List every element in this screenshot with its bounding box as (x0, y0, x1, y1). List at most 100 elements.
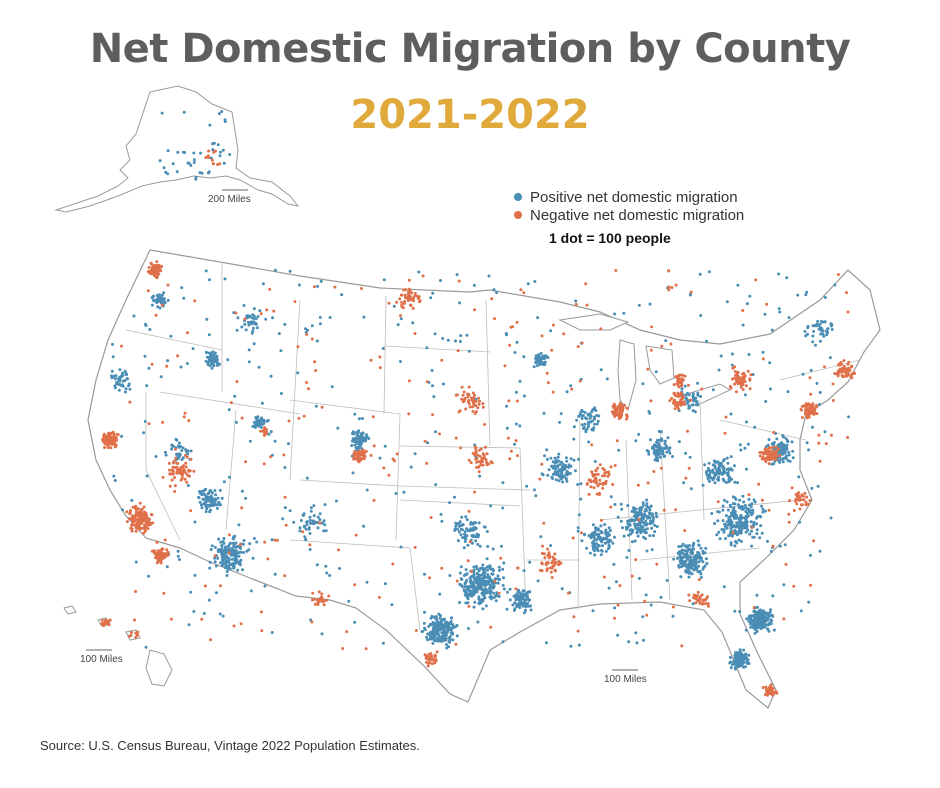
negative-dot (160, 547, 164, 551)
positive-dot (730, 468, 734, 472)
negative-dot (545, 569, 549, 573)
positive-dot (650, 548, 654, 552)
positive-dot (325, 571, 329, 575)
positive-dot (441, 617, 445, 621)
positive-dot (621, 526, 624, 530)
negative-dot (360, 453, 364, 457)
positive-dot (134, 560, 138, 564)
positive-dot (532, 365, 536, 369)
positive-dot (729, 455, 733, 459)
negative-dot (574, 302, 578, 306)
negative-dot (173, 476, 176, 480)
positive-dot (651, 445, 655, 449)
negative-dot (320, 592, 324, 596)
positive-dot (754, 627, 758, 631)
positive-dot (115, 380, 119, 384)
positive-dot (679, 575, 683, 579)
positive-dot (417, 270, 421, 274)
negative-dot (853, 372, 857, 375)
positive-dot (559, 477, 563, 481)
negative-dot (614, 407, 618, 411)
positive-dot (828, 356, 832, 360)
positive-dot (743, 393, 747, 397)
negative-dot (804, 406, 808, 410)
negative-dot (108, 431, 112, 435)
negative-dot (125, 520, 129, 524)
negative-dot (166, 283, 170, 287)
positive-dot (255, 540, 259, 544)
positive-dot (221, 148, 225, 152)
positive-dot (711, 388, 715, 392)
positive-dot (522, 355, 526, 359)
negative-dot (147, 520, 151, 524)
positive-dot (307, 527, 311, 531)
positive-dot (473, 521, 476, 525)
negative-dot (541, 544, 544, 548)
positive-dot (741, 323, 745, 327)
negative-dot (262, 462, 266, 466)
positive-dot (471, 528, 475, 532)
positive-dot (742, 665, 746, 669)
positive-dot (324, 564, 328, 568)
negative-dot (810, 405, 814, 409)
positive-dot (318, 315, 322, 319)
positive-dot (712, 471, 716, 475)
positive-dot (764, 400, 768, 403)
positive-dot (826, 327, 830, 331)
positive-dot (681, 556, 685, 560)
negative-dot (692, 595, 696, 598)
positive-dot (477, 569, 481, 573)
positive-dot (273, 268, 277, 272)
hawaii-scale-label: 100 Miles (80, 654, 123, 665)
positive-dot (697, 560, 701, 564)
positive-dot (771, 614, 775, 618)
lake-superior (558, 313, 630, 331)
positive-dot (205, 507, 209, 511)
negative-dot (681, 378, 685, 382)
positive-dot (506, 590, 509, 594)
positive-dot (720, 528, 724, 531)
positive-dot (169, 334, 173, 338)
positive-dot (738, 610, 742, 613)
positive-dot (483, 567, 487, 570)
positive-dot (515, 605, 519, 608)
positive-dot (681, 542, 685, 546)
positive-dot (798, 520, 802, 524)
positive-dot (512, 608, 516, 612)
positive-dot (223, 118, 227, 122)
positive-dot (733, 544, 737, 548)
negative-dot (549, 570, 553, 574)
positive-dot (688, 293, 692, 297)
positive-dot (431, 641, 435, 645)
negative-dot (770, 456, 774, 460)
negative-dot (782, 617, 786, 621)
positive-dot (577, 457, 580, 461)
negative-dot (425, 654, 429, 658)
positive-dot (569, 457, 573, 461)
positive-dot (705, 469, 709, 473)
positive-dot (164, 453, 168, 457)
map-title: Net Domestic Migration by County (89, 26, 851, 72)
positive-dot (737, 538, 741, 542)
positive-dot (588, 551, 592, 555)
negative-dot (731, 377, 734, 381)
negative-dot (694, 597, 698, 601)
positive-dot (692, 556, 696, 560)
positive-dot (521, 596, 525, 600)
positive-dot (488, 564, 492, 568)
negative-dot (603, 474, 607, 478)
positive-dot (255, 418, 259, 422)
positive-dot (269, 430, 273, 434)
negative-dot (159, 561, 163, 565)
negative-dot (749, 373, 753, 377)
positive-dot (681, 551, 685, 555)
negative-dot (464, 407, 468, 411)
positive-dot (648, 508, 652, 512)
negative-dot (477, 460, 481, 464)
positive-dot (480, 573, 484, 577)
negative-dot (838, 369, 842, 373)
positive-dot (454, 524, 458, 528)
negative-dot (259, 312, 263, 316)
negative-dot (741, 388, 745, 391)
positive-dot (458, 340, 462, 343)
